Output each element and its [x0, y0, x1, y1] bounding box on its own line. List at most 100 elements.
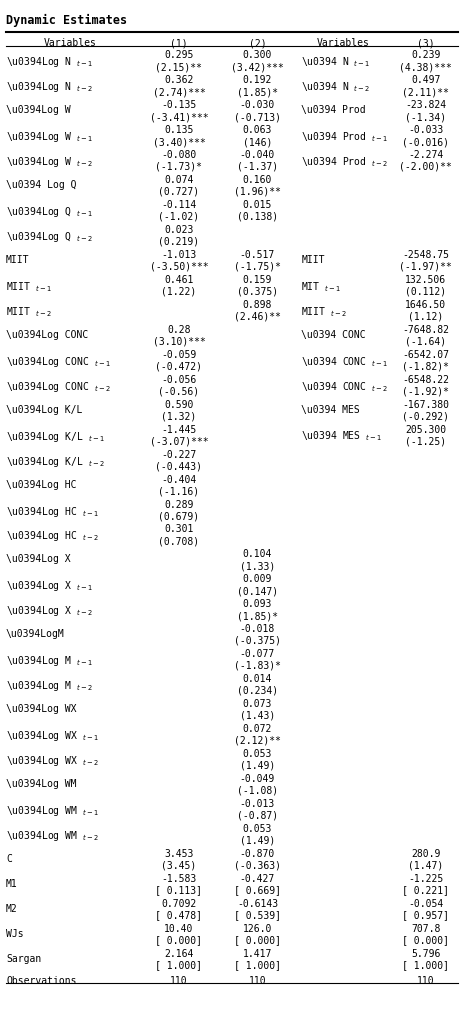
Text: M2: M2	[6, 904, 18, 914]
Text: \u0394Log W $_{t-2}$: \u0394Log W $_{t-2}$	[6, 155, 93, 169]
Text: (-0.375): (-0.375)	[233, 636, 280, 646]
Text: \u0394Log K/L: \u0394Log K/L	[6, 405, 82, 414]
Text: -0.404: -0.404	[161, 474, 196, 484]
Text: Sargan: Sargan	[6, 953, 41, 963]
Text: (2.46)**: (2.46)**	[233, 312, 280, 322]
Text: 2.164: 2.164	[164, 948, 193, 958]
Text: [ 0.957]: [ 0.957]	[401, 911, 448, 921]
Text: (3.45): (3.45)	[161, 860, 196, 870]
Text: \u0394Log HC $_{t-1}$: \u0394Log HC $_{t-1}$	[6, 504, 99, 519]
Text: Variables: Variables	[44, 38, 97, 49]
Text: Variables: Variables	[316, 38, 369, 49]
Text: -0.077: -0.077	[239, 649, 275, 659]
Text: 0.295: 0.295	[164, 51, 193, 61]
Text: 0.023: 0.023	[164, 225, 193, 235]
Text: (1.32): (1.32)	[161, 411, 196, 421]
Text: (1.49): (1.49)	[239, 761, 275, 771]
Text: [ 0.000]: [ 0.000]	[155, 935, 202, 945]
Text: 1646.50: 1646.50	[404, 300, 445, 310]
Text: (0.112): (0.112)	[404, 287, 445, 297]
Text: 0.015: 0.015	[242, 201, 271, 210]
Text: [ 1.000]: [ 1.000]	[155, 960, 202, 970]
Text: [ 1.000]: [ 1.000]	[233, 960, 280, 970]
Text: (-1.75)*: (-1.75)*	[233, 261, 280, 271]
Text: 0.159: 0.159	[242, 275, 271, 285]
Text: (-1.92)*: (-1.92)*	[401, 387, 448, 396]
Text: \u0394Log Q $_{t-2}$: \u0394Log Q $_{t-2}$	[6, 230, 93, 244]
Text: \u0394Log HC: \u0394Log HC	[6, 479, 76, 489]
Text: [ 0.000]: [ 0.000]	[233, 935, 280, 945]
Text: -2548.75: -2548.75	[401, 250, 448, 260]
Text: \u0394 MES $_{t-1}$: \u0394 MES $_{t-1}$	[300, 430, 382, 444]
Text: 10.40: 10.40	[164, 924, 193, 934]
Text: \u0394Log WM: \u0394Log WM	[6, 779, 76, 789]
Text: (1.49): (1.49)	[239, 836, 275, 846]
Text: 0.28: 0.28	[167, 325, 190, 335]
Text: (0.219): (0.219)	[158, 237, 199, 247]
Text: -1.445: -1.445	[161, 424, 196, 435]
Text: -0.054: -0.054	[407, 899, 442, 909]
Text: (2): (2)	[248, 38, 266, 49]
Text: 280.9: 280.9	[410, 849, 439, 859]
Text: -0.517: -0.517	[239, 250, 275, 260]
Text: 707.8: 707.8	[410, 924, 439, 934]
Text: 0.160: 0.160	[242, 175, 271, 185]
Text: 110: 110	[416, 976, 433, 986]
Text: -0.040: -0.040	[239, 150, 275, 160]
Text: 132.506: 132.506	[404, 275, 445, 285]
Text: 126.0: 126.0	[242, 924, 271, 934]
Text: 205.300: 205.300	[404, 424, 445, 435]
Text: (1.33): (1.33)	[239, 561, 275, 571]
Text: (2.74)***: (2.74)***	[152, 87, 205, 97]
Text: 0.362: 0.362	[164, 75, 193, 85]
Text: [ 1.000]: [ 1.000]	[401, 960, 448, 970]
Text: (-0.363): (-0.363)	[233, 860, 280, 870]
Text: 0.053: 0.053	[242, 749, 271, 759]
Text: (0.679): (0.679)	[158, 512, 199, 522]
Text: 5.796: 5.796	[410, 948, 439, 958]
Text: (-1.16): (-1.16)	[158, 486, 199, 496]
Text: \u0394Log WX $_{t-1}$: \u0394Log WX $_{t-1}$	[6, 729, 99, 743]
Text: \u0394 Prod: \u0394 Prod	[300, 105, 365, 115]
Text: -0.018: -0.018	[239, 624, 275, 634]
Text: (-1.34): (-1.34)	[404, 112, 445, 123]
Text: 0.239: 0.239	[410, 51, 439, 61]
Text: \u0394Log HC $_{t-2}$: \u0394Log HC $_{t-2}$	[6, 530, 99, 543]
Text: \u0394 Prod $_{t-1}$: \u0394 Prod $_{t-1}$	[300, 131, 388, 144]
Text: \u0394 CONC $_{t-1}$: \u0394 CONC $_{t-1}$	[300, 355, 388, 369]
Text: -0.049: -0.049	[239, 774, 275, 784]
Text: (-1.73)*: (-1.73)*	[155, 162, 202, 172]
Text: (-0.87): (-0.87)	[236, 810, 277, 821]
Text: (-1.82)*: (-1.82)*	[401, 362, 448, 372]
Text: 0.898: 0.898	[242, 300, 271, 310]
Text: 0.135: 0.135	[164, 126, 193, 136]
Text: \u0394Log X: \u0394Log X	[6, 554, 70, 564]
Text: Dynamic Estimates: Dynamic Estimates	[6, 13, 127, 26]
Text: -0.6143: -0.6143	[236, 899, 277, 909]
Text: \u0394Log CONC: \u0394Log CONC	[6, 330, 88, 340]
Text: (-3.50)***: (-3.50)***	[149, 261, 208, 271]
Text: -167.380: -167.380	[401, 400, 448, 409]
Text: (-0.56): (-0.56)	[158, 387, 199, 396]
Text: 0.104: 0.104	[242, 549, 271, 559]
Text: \u0394 CONC $_{t-2}$: \u0394 CONC $_{t-2}$	[300, 380, 388, 394]
Text: Observations: Observations	[6, 976, 76, 986]
Text: \u0394Log X $_{t-1}$: \u0394Log X $_{t-1}$	[6, 579, 93, 594]
Text: (1.43): (1.43)	[239, 711, 275, 721]
Text: -0.870: -0.870	[239, 849, 275, 859]
Text: (1): (1)	[170, 38, 188, 49]
Text: -0.056: -0.056	[161, 375, 196, 385]
Text: 3.453: 3.453	[164, 849, 193, 859]
Text: MIIT $_{t-1}$: MIIT $_{t-1}$	[6, 280, 52, 294]
Text: (-1.08): (-1.08)	[236, 786, 277, 795]
Text: (0.727): (0.727)	[158, 187, 199, 197]
Text: C: C	[6, 854, 12, 864]
Text: 0.073: 0.073	[242, 699, 271, 709]
Text: WJs: WJs	[6, 929, 24, 939]
Text: 0.014: 0.014	[242, 674, 271, 684]
Text: [ 0.221]: [ 0.221]	[401, 885, 448, 895]
Text: \u0394Log K/L $_{t-2}$: \u0394Log K/L $_{t-2}$	[6, 455, 105, 469]
Text: 0.074: 0.074	[164, 175, 193, 185]
Text: (1.22): (1.22)	[161, 287, 196, 297]
Text: \u0394Log WM $_{t-1}$: \u0394Log WM $_{t-1}$	[6, 804, 99, 817]
